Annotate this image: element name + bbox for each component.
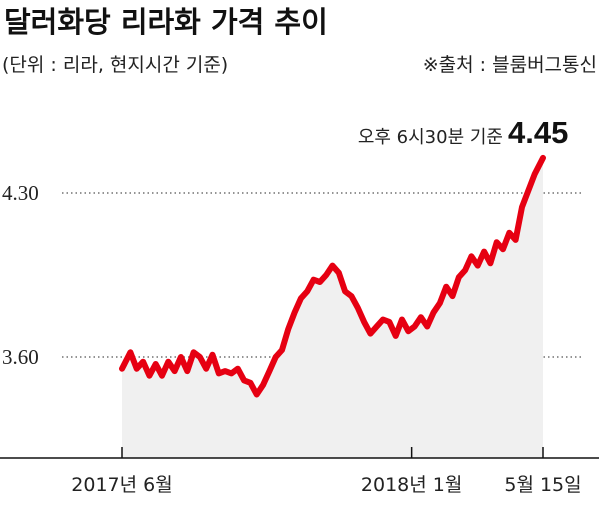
y-tick-label: 4.30 [2,181,39,205]
x-tick-label: 2018년 1월 [361,474,462,496]
y-tick-label: 3.60 [2,345,39,369]
gridlines [62,192,583,358]
y-axis-ticks: 3.60 4.30 [2,181,39,369]
chart-title: 달러화당 리라화 가격 추이 [4,5,328,39]
x-tick-label: 2017년 6월 [71,474,172,496]
area-fill [122,157,543,458]
x-tick-label: 5월 15일 [504,474,581,496]
last-value-note: 오후 6시30분 기준 [358,127,503,148]
chart-source: ※출처 : 블룸버그통신 [423,54,597,76]
chart-subtitle: (단위 : 리라, 현지시간 기준) [2,54,228,76]
series-line [119,154,546,398]
x-axis-ticks: 2017년 6월 2018년 1월 5월 15일 [71,447,582,496]
last-value-label: 4.45 [508,115,568,150]
